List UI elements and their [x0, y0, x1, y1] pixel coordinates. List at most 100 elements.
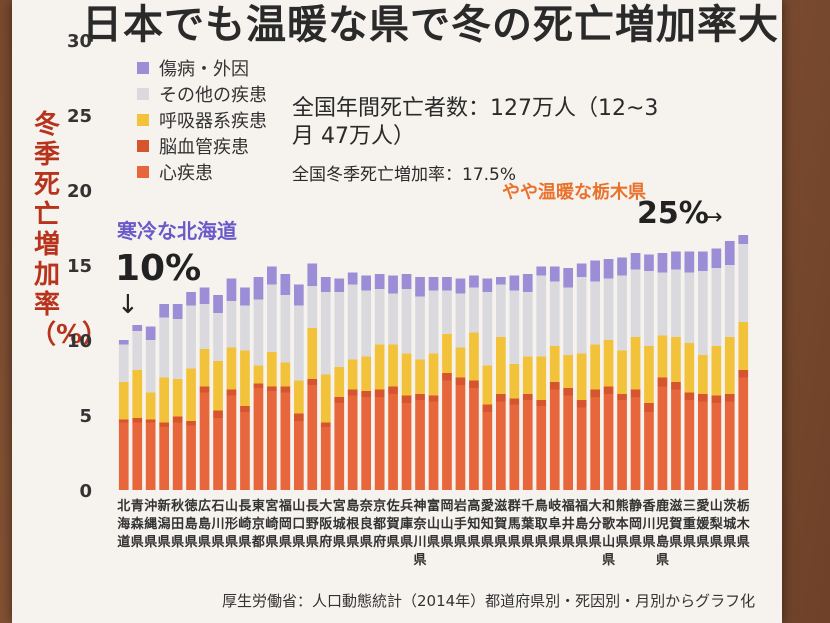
x-tick-label: 木 — [736, 516, 751, 532]
x-tick-label: 長 — [306, 499, 320, 514]
bar-segment — [684, 272, 695, 343]
x-tick-label: 香 — [641, 498, 656, 514]
bar-segment — [442, 290, 452, 334]
bar-segment — [388, 293, 398, 345]
x-tick-label: 城 — [333, 516, 346, 532]
legend-entry: 心疾患 — [137, 159, 267, 185]
bar-segment — [334, 397, 345, 403]
bar-segment — [563, 268, 573, 288]
bar-segment — [401, 289, 412, 354]
bar-segment — [711, 395, 722, 403]
x-tick-label: 葉 — [520, 516, 535, 532]
bar-segment — [240, 350, 250, 406]
x-tick-label: 北 — [117, 499, 130, 514]
bar-segment — [186, 425, 196, 490]
bar-segment — [320, 292, 331, 375]
bar-segment — [724, 394, 735, 402]
bar-segment — [186, 421, 196, 426]
x-tick-label: 滋 — [669, 498, 682, 514]
bar-segment — [307, 263, 318, 286]
x-tick-label: 県 — [562, 535, 575, 550]
bar-segment — [657, 377, 668, 387]
bar-segment — [159, 422, 169, 427]
legend-swatch — [137, 88, 149, 100]
bar-segment — [240, 412, 250, 490]
x-tick-label: 森 — [131, 516, 145, 532]
bar-segment — [253, 383, 264, 388]
bar-segment — [496, 277, 506, 285]
bar-segment — [576, 400, 587, 408]
bar-segment — [118, 340, 129, 345]
x-tick-label: 県 — [737, 535, 750, 550]
bar-segment — [415, 400, 425, 490]
bar-segment — [469, 380, 479, 388]
x-tick-label: 賀 — [668, 516, 682, 532]
x-tick-label: 都 — [372, 516, 386, 532]
x-tick-label: 取 — [535, 517, 549, 532]
bar-segment — [724, 337, 735, 394]
x-tick-label: 県 — [306, 535, 319, 550]
x-tick-label: 青 — [131, 498, 144, 514]
bar-segment — [347, 272, 358, 285]
bar-segment — [644, 254, 654, 271]
bar-segment — [213, 361, 223, 411]
x-tick-label: 川 — [412, 535, 426, 550]
x-tick-label: 知 — [467, 516, 480, 532]
bar-segment — [657, 335, 668, 378]
bar-segment — [576, 263, 587, 277]
legend-entry: 傷病・外因 — [137, 55, 267, 81]
bar-segment — [603, 394, 614, 490]
bar-segment — [240, 406, 250, 412]
x-tick-label: 県 — [238, 535, 251, 550]
bar-segment — [145, 326, 156, 340]
bar-segment — [240, 287, 250, 306]
bar-segment — [482, 365, 493, 405]
x-tick-label: 県 — [158, 535, 171, 550]
x-tick-label: 田 — [171, 517, 184, 532]
bar-segment — [698, 251, 708, 271]
x-tick-label: 県 — [616, 535, 629, 550]
bar-segment — [482, 404, 493, 412]
x-tick-label: 山 — [225, 498, 238, 514]
x-tick-label: 山 — [427, 516, 440, 532]
x-tick-label: 愛 — [481, 498, 494, 514]
bar-segment — [294, 421, 304, 490]
bar-segment — [603, 259, 614, 279]
bar-segment — [738, 322, 749, 370]
bar-segment — [401, 395, 412, 403]
x-tick-label: 福 — [574, 498, 588, 514]
bar-segment — [159, 377, 169, 423]
x-tick-label: 県 — [548, 535, 561, 550]
bar-segment — [374, 289, 385, 345]
legend-label: 呼吸器系疾患 — [159, 111, 267, 132]
bar-segment — [186, 292, 196, 306]
bar-segment — [563, 287, 573, 355]
bar-segment — [320, 427, 331, 490]
bar-segment — [724, 241, 735, 265]
x-tick-label: 山 — [602, 534, 615, 550]
bar-segment — [442, 380, 452, 490]
bar-segment — [644, 412, 654, 490]
bar-segment — [603, 340, 614, 387]
bar-segment — [159, 304, 169, 318]
bar-segment — [657, 386, 668, 490]
x-tick-label: 佐 — [386, 498, 400, 514]
bar-segment — [630, 253, 641, 270]
bar-segment — [334, 367, 345, 397]
bar-segment — [401, 353, 412, 396]
x-tick-label: 石 — [210, 499, 224, 514]
bar-segment — [563, 355, 573, 388]
bar-segment — [442, 373, 452, 381]
x-tick-label: 県 — [723, 535, 736, 550]
bar-segment — [522, 356, 533, 394]
data-source-note: 厚生労働省：人口動態統計（2014年）都道府県別・死因別・月別からグラフ化 — [222, 592, 756, 610]
x-tick-label: 高 — [467, 498, 480, 514]
bar-segment — [280, 392, 291, 490]
x-tick-label: 岐 — [548, 498, 562, 514]
presentation-slide: 日本でも温暖な県で冬の死亡増加率大 冬季死亡増加率（%） 0 5 10 15 20 25 3… — [12, 0, 782, 623]
x-tick-label: 形 — [225, 517, 238, 532]
x-tick-label: 県 — [440, 535, 453, 550]
x-tick-label: 県 — [521, 535, 534, 550]
bar-segment — [671, 251, 681, 270]
x-tick-label: 県 — [454, 535, 467, 550]
